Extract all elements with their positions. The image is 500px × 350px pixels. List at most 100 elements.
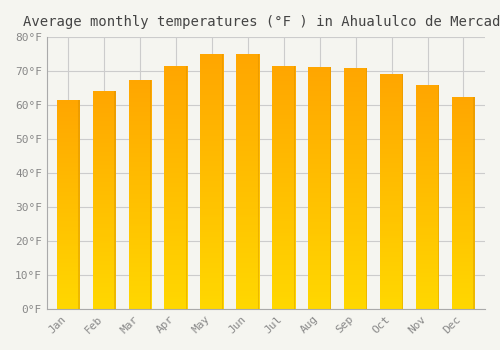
Bar xyxy=(236,141,260,143)
Bar xyxy=(56,171,80,173)
Bar xyxy=(344,106,368,108)
Bar xyxy=(308,217,332,219)
Bar xyxy=(416,114,439,117)
Bar xyxy=(164,190,188,192)
Bar xyxy=(416,291,439,293)
Bar xyxy=(272,73,295,76)
Bar xyxy=(128,93,152,96)
Bar xyxy=(416,275,439,278)
Bar xyxy=(380,283,404,285)
Bar xyxy=(308,285,332,287)
Bar xyxy=(236,235,260,237)
Bar xyxy=(452,232,475,234)
Bar xyxy=(452,181,475,183)
Bar xyxy=(92,128,116,130)
Bar xyxy=(164,246,188,248)
Bar xyxy=(200,110,224,113)
Bar xyxy=(344,234,368,237)
Bar xyxy=(308,195,332,197)
Bar xyxy=(200,245,224,248)
Bar xyxy=(200,148,224,151)
Bar xyxy=(416,103,439,105)
Bar xyxy=(128,265,152,267)
Bar xyxy=(452,97,475,99)
Bar xyxy=(380,163,404,166)
Title: Average monthly temperatures (°F ) in Ahualulco de Mercado: Average monthly temperatures (°F ) in Ah… xyxy=(23,15,500,29)
Bar xyxy=(164,267,188,270)
Bar xyxy=(380,149,404,151)
Bar xyxy=(92,172,116,174)
Bar xyxy=(236,263,260,265)
Bar xyxy=(164,100,188,103)
Bar xyxy=(272,204,295,207)
Bar xyxy=(92,304,116,307)
Bar xyxy=(452,160,475,162)
Bar xyxy=(164,168,188,170)
Bar xyxy=(200,240,224,243)
Bar xyxy=(164,233,188,236)
Bar xyxy=(452,268,475,271)
Bar xyxy=(236,227,260,230)
Bar xyxy=(128,288,152,290)
Bar xyxy=(56,304,80,307)
Bar xyxy=(294,66,295,309)
Bar xyxy=(272,190,295,192)
Bar xyxy=(200,202,224,204)
Bar xyxy=(344,260,368,263)
Bar xyxy=(56,117,80,119)
Bar xyxy=(272,277,295,280)
Bar xyxy=(380,295,404,297)
Bar xyxy=(380,236,404,238)
Bar xyxy=(92,178,116,180)
Bar xyxy=(164,66,188,68)
Bar xyxy=(236,166,260,169)
Bar xyxy=(56,292,80,294)
Bar xyxy=(380,177,404,180)
Bar xyxy=(56,265,80,267)
Bar xyxy=(452,177,475,179)
Bar xyxy=(452,137,475,139)
Bar xyxy=(128,123,152,125)
Bar xyxy=(416,117,439,119)
Bar xyxy=(200,291,224,293)
Bar xyxy=(380,226,404,229)
Bar xyxy=(452,145,475,147)
Bar xyxy=(236,75,260,77)
Bar xyxy=(128,167,152,169)
Bar xyxy=(452,198,475,201)
Bar xyxy=(416,108,439,110)
Bar xyxy=(272,202,295,204)
Bar xyxy=(452,156,475,158)
Bar xyxy=(380,264,404,266)
Bar xyxy=(272,270,295,272)
Bar xyxy=(272,214,295,217)
Bar xyxy=(308,181,332,183)
Bar xyxy=(344,133,368,135)
Bar xyxy=(416,173,439,175)
Bar xyxy=(236,199,260,202)
Bar xyxy=(92,263,116,265)
Bar xyxy=(380,273,404,276)
Bar xyxy=(452,273,475,275)
Bar xyxy=(416,302,439,304)
Bar xyxy=(128,274,152,277)
Bar xyxy=(272,256,295,258)
Bar xyxy=(272,114,295,117)
Bar xyxy=(272,262,295,265)
Bar xyxy=(308,152,332,154)
Bar xyxy=(128,286,152,288)
Bar xyxy=(272,301,295,304)
Bar xyxy=(344,159,368,162)
Bar xyxy=(344,111,368,113)
Bar xyxy=(56,307,80,309)
Bar xyxy=(416,157,439,159)
Bar xyxy=(128,281,152,284)
Bar xyxy=(416,128,439,130)
Bar xyxy=(92,270,116,272)
Bar xyxy=(452,147,475,149)
Bar xyxy=(200,263,224,265)
Bar xyxy=(236,184,260,187)
Bar xyxy=(164,226,188,229)
Bar xyxy=(128,215,152,217)
Bar xyxy=(308,306,332,309)
